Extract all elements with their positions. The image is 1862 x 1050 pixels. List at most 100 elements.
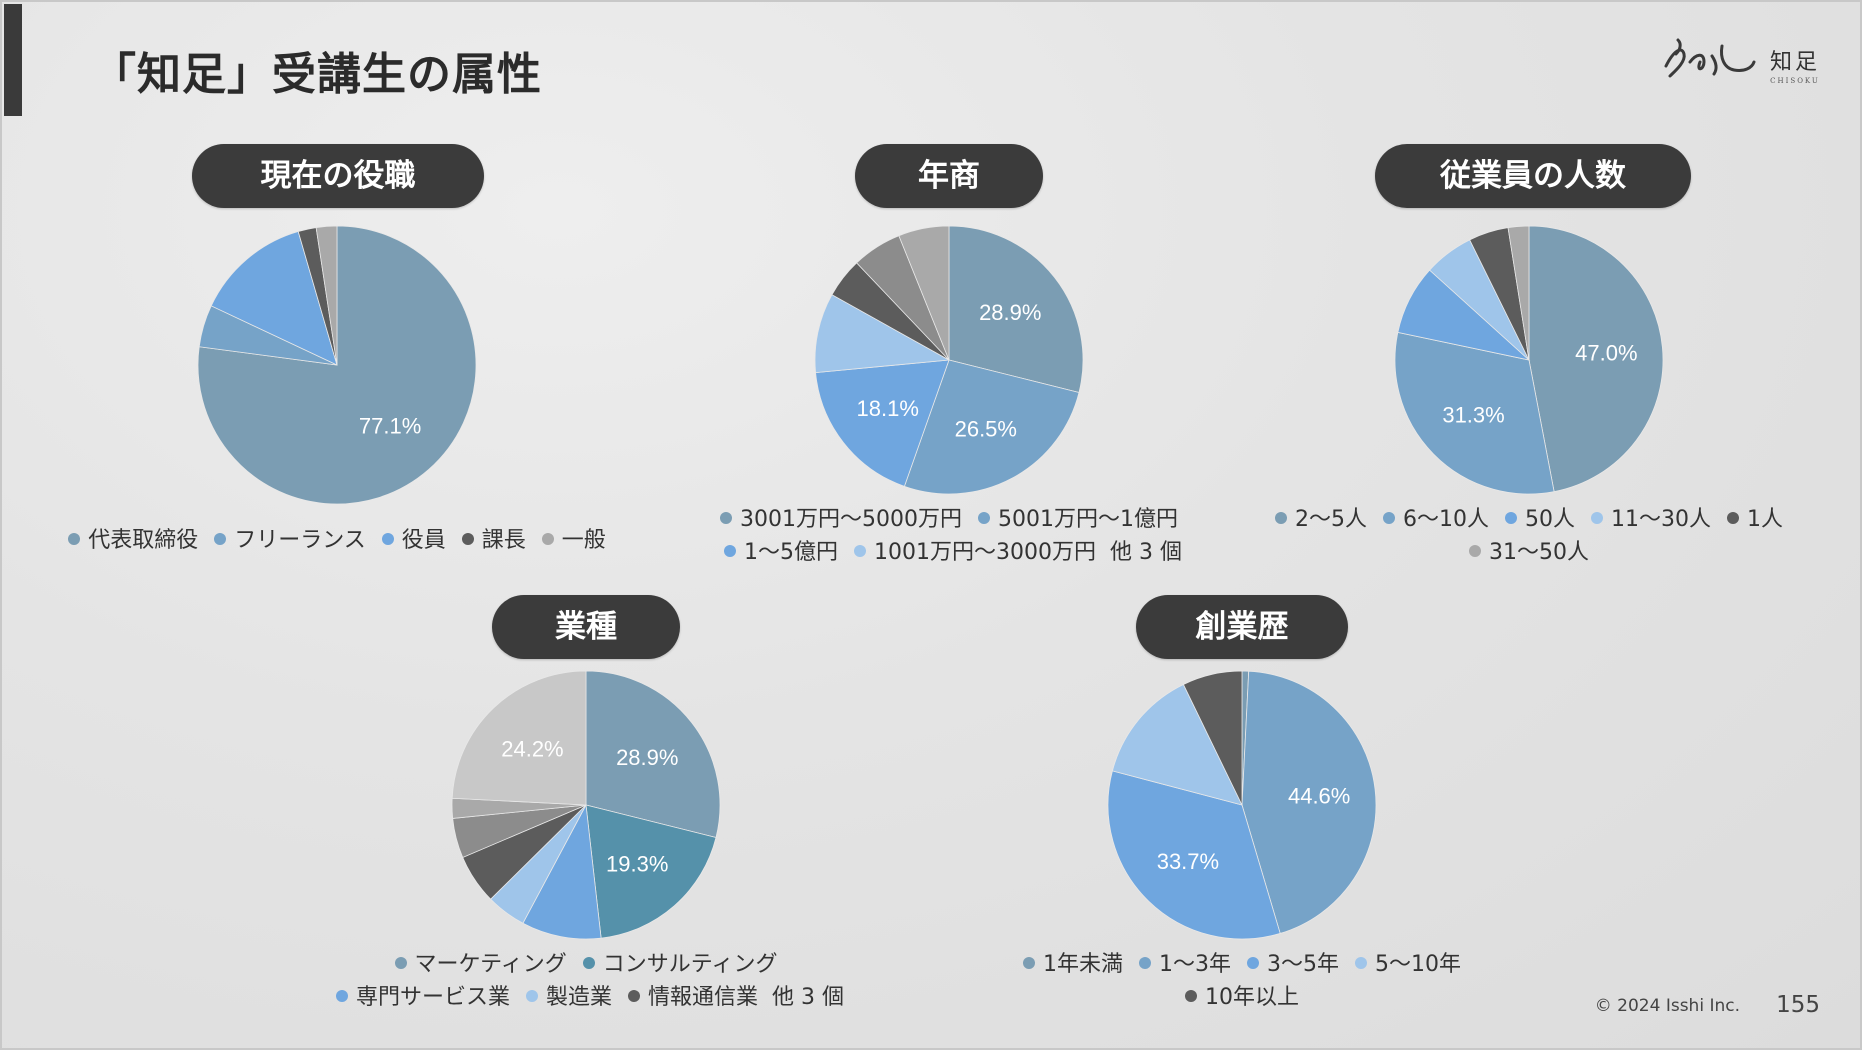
legend-swatch [68,533,81,545]
legend-employees: 2～5人 6～10人 50人 11～30人 1人 31～50人 [1234,503,1824,569]
slice-data-label: 28.9% [616,745,678,770]
legend-swatch [977,512,990,524]
legend-swatch [582,957,595,969]
pie-chart-business-age: 44.6% 33.7% [1107,670,1377,940]
legend-label: マーケティング [414,952,567,977]
legend-label: 10年以上 [1205,985,1299,1010]
legend-position: 代表取締役 フリーランス 役員 課長 一般 [2,524,672,557]
legend-label: 3001万円～5000万円 [740,507,962,532]
legend-swatch [724,545,737,557]
chart-title-position: 現在の役職 [192,144,484,208]
legend-swatch [1727,512,1739,524]
legend-row: 専門サービス業 製造業 情報通信業他 3 個 [286,981,886,1014]
legend-label: フリーランス [234,528,366,553]
legend-label: 1年未満 [1043,952,1123,977]
legend-item: 1～3年 [1139,948,1231,981]
chart-title-business-age: 創業歴 [1136,595,1348,659]
legend-item: 製造業 [526,981,612,1014]
legend-item: 31～50人 [1469,536,1589,569]
legend-row: 1年未満 1～3年 3～5年 5～10年 [942,948,1542,981]
legend-label: 5001万円～1億円 [997,507,1178,532]
chart-title-employees: 従業員の人数 [1375,144,1691,208]
legend-item: 50人 [1505,503,1575,536]
legend-item: 1～5億円 [724,536,838,569]
page-title: 「知足」受講生の属性 [92,49,542,100]
legend-item: 1年未満 [1023,948,1123,981]
legend-row: 31～50人 [1234,536,1824,569]
pie-slice [948,225,1084,393]
legend-item: 1001万円～3000万円 [854,536,1096,569]
pie-chart-industry: 28.9% 19.3% 24.2% [451,670,721,940]
legend-swatch [1023,957,1035,969]
legend-label: 製造業 [546,985,613,1010]
legend-item: 情報通信業 [628,981,758,1014]
legend-label: 1～5億円 [744,540,839,565]
legend-item: コンサルティング [582,948,777,981]
legend-business-age: 1年未満 1～3年 3～5年 5～10年 10年以上 [942,948,1542,1014]
legend-label: 専門サービス業 [355,985,510,1010]
legend-item: 5～10年 [1355,948,1461,981]
copyright: © 2024 Isshi Inc. [1594,996,1740,1016]
page-number: 155 [1776,992,1820,1018]
pie-slice [815,359,950,487]
brush-logo-icon [1664,38,1756,78]
pie-slice [1241,670,1377,934]
slice-data-label: 18.1% [857,396,919,421]
legend-swatch [1355,957,1367,969]
pie-slice [903,359,1080,495]
pie-slice [197,225,477,505]
legend-label: 6～10人 [1403,507,1489,532]
legend-label: 1～3年 [1159,952,1231,977]
legend-more-label: 他 3 個 [772,985,845,1010]
pie-slice [1111,683,1243,806]
legend-swatch [541,533,554,545]
legend-item: 役員 [381,524,446,557]
slice-data-label: 31.3% [1442,402,1504,427]
legend-label: 1人 [1747,507,1783,532]
legend-item: 10年以上 [1185,981,1299,1014]
legend-row: 1～5億円 1001万円～3000万円他 3 個 [649,536,1249,569]
slice-data-label: 47.0% [1575,341,1637,366]
legend-label: 情報通信業 [648,985,759,1010]
pie-slice [1107,770,1281,940]
pie-slice [315,225,338,366]
legend-swatch [381,533,394,545]
legend-label: 1001万円～3000万円 [874,540,1096,565]
pie-slice [585,804,717,939]
legend-swatch [461,533,474,545]
legend-swatch [1139,957,1151,969]
legend-label: 50人 [1525,507,1575,532]
logo-text: 知足 [1769,50,1820,75]
legend-more-label: 他 3 個 [1110,540,1182,565]
slice-data-label: 24.2% [501,737,563,762]
legend-swatch [628,990,641,1002]
legend-swatch [1383,512,1395,524]
chart-title-revenue: 年商 [855,144,1043,208]
legend-item: 6～10人 [1383,503,1489,536]
logo: 知足 CHISOKU [1660,32,1820,85]
legend-label: 代表取締役 [88,528,199,553]
legend-item: マーケティング [394,948,567,981]
legend-swatch [1275,512,1287,524]
legend-row: 3001万円～5000万円 5001万円～1億円 [649,503,1249,536]
legend-swatch [394,957,407,969]
legend-swatch [1469,545,1481,557]
slice-data-label: 33.7% [1157,849,1219,874]
legend-label: 3～5年 [1267,952,1339,977]
chart-title-industry: 業種 [492,595,680,659]
legend-item: 11～30人 [1591,503,1711,536]
slice-data-label: 28.9% [979,300,1041,325]
pie-slice [898,225,950,361]
slice-data-label: 19.3% [606,851,668,876]
pie-slice [814,294,951,374]
pie-slice [1528,225,1664,493]
legend-item: フリーランス [214,524,366,557]
legend-industry: マーケティング コンサルティング専門サービス業 製造業 情報通信業他 3 個 [286,948,886,1014]
legend-row: 2～5人 6～10人 50人 11～30人 1人 [1234,503,1824,536]
pie-slice [522,803,602,940]
legend-item: 代表取締役 [68,524,198,557]
legend-swatch [1185,990,1197,1002]
legend-item: 2～5人 [1275,503,1367,536]
legend-label: 5～10年 [1375,952,1461,977]
